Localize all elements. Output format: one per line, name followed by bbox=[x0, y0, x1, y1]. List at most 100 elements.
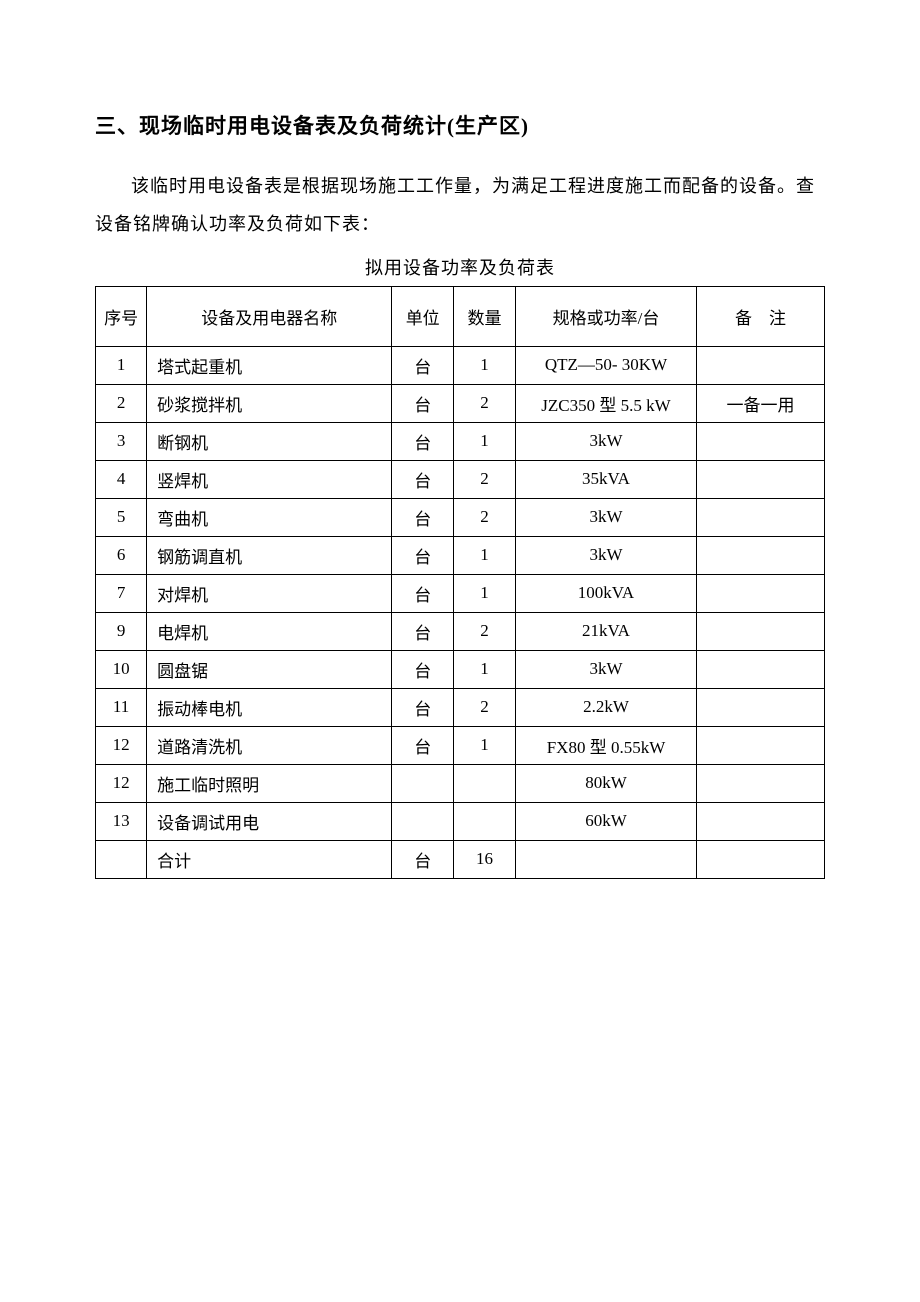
cell-note bbox=[697, 498, 825, 536]
table-body: 1 塔式起重机 台 1 QTZ—50- 30KW 2 砂浆搅拌机 台 2 JZC… bbox=[96, 346, 825, 878]
table-row-total: 合计 台 16 bbox=[96, 840, 825, 878]
cell-seq: 6 bbox=[96, 536, 147, 574]
table-row: 3 断钢机 台 1 3kW bbox=[96, 422, 825, 460]
cell-note bbox=[697, 650, 825, 688]
cell-spec: 60kW bbox=[515, 802, 696, 840]
cell-name: 弯曲机 bbox=[147, 498, 392, 536]
cell-note bbox=[697, 460, 825, 498]
cell-seq: 2 bbox=[96, 384, 147, 422]
cell-name: 圆盘锯 bbox=[147, 650, 392, 688]
cell-unit: 台 bbox=[392, 498, 454, 536]
table-row: 6 钢筋调直机 台 1 3kW bbox=[96, 536, 825, 574]
cell-qty: 1 bbox=[454, 346, 516, 384]
col-header-seq: 序号 bbox=[96, 286, 147, 346]
cell-qty bbox=[454, 802, 516, 840]
cell-spec bbox=[515, 840, 696, 878]
table-row: 2 砂浆搅拌机 台 2 JZC350 型 5.5 kW 一备一用 bbox=[96, 384, 825, 422]
cell-note bbox=[697, 612, 825, 650]
cell-seq: 13 bbox=[96, 802, 147, 840]
cell-note bbox=[697, 422, 825, 460]
cell-seq bbox=[96, 840, 147, 878]
cell-qty: 2 bbox=[454, 498, 516, 536]
cell-note bbox=[697, 574, 825, 612]
table-row: 4 竖焊机 台 2 35kVA bbox=[96, 460, 825, 498]
cell-spec: 3kW bbox=[515, 498, 696, 536]
cell-seq: 12 bbox=[96, 764, 147, 802]
cell-name: 设备调试用电 bbox=[147, 802, 392, 840]
cell-note: 一备一用 bbox=[697, 384, 825, 422]
cell-name: 振动棒电机 bbox=[147, 688, 392, 726]
table-row: 12 道路清洗机 台 1 FX80 型 0.55kW bbox=[96, 726, 825, 764]
table-row: 12 施工临时照明 80kW bbox=[96, 764, 825, 802]
cell-qty: 2 bbox=[454, 384, 516, 422]
cell-spec: 80kW bbox=[515, 764, 696, 802]
cell-name: 合计 bbox=[147, 840, 392, 878]
col-header-unit: 单位 bbox=[392, 286, 454, 346]
col-header-note: 备 注 bbox=[697, 286, 825, 346]
cell-unit: 台 bbox=[392, 574, 454, 612]
cell-name: 电焊机 bbox=[147, 612, 392, 650]
cell-note bbox=[697, 346, 825, 384]
cell-unit: 台 bbox=[392, 688, 454, 726]
cell-spec: 2.2kW bbox=[515, 688, 696, 726]
cell-spec: 35kVA bbox=[515, 460, 696, 498]
equipment-load-table: 序号 设备及用电器名称 单位 数量 规格或功率/台 备 注 1 塔式起重机 台 … bbox=[95, 286, 825, 879]
cell-unit: 台 bbox=[392, 460, 454, 498]
cell-qty: 2 bbox=[454, 688, 516, 726]
table-row: 7 对焊机 台 1 100kVA bbox=[96, 574, 825, 612]
cell-spec: 3kW bbox=[515, 422, 696, 460]
table-row: 9 电焊机 台 2 21kVA bbox=[96, 612, 825, 650]
cell-note bbox=[697, 840, 825, 878]
cell-name: 钢筋调直机 bbox=[147, 536, 392, 574]
cell-name: 塔式起重机 bbox=[147, 346, 392, 384]
table-row: 1 塔式起重机 台 1 QTZ—50- 30KW bbox=[96, 346, 825, 384]
col-header-name: 设备及用电器名称 bbox=[147, 286, 392, 346]
cell-name: 断钢机 bbox=[147, 422, 392, 460]
col-header-spec: 规格或功率/台 bbox=[515, 286, 696, 346]
cell-unit: 台 bbox=[392, 422, 454, 460]
cell-qty: 1 bbox=[454, 650, 516, 688]
cell-note bbox=[697, 726, 825, 764]
cell-seq: 10 bbox=[96, 650, 147, 688]
cell-seq: 4 bbox=[96, 460, 147, 498]
cell-unit: 台 bbox=[392, 384, 454, 422]
cell-spec: JZC350 型 5.5 kW bbox=[515, 384, 696, 422]
section-heading: 三、现场临时用电设备表及负荷统计(生产区) bbox=[95, 110, 825, 140]
cell-qty: 16 bbox=[454, 840, 516, 878]
cell-unit: 台 bbox=[392, 840, 454, 878]
cell-name: 竖焊机 bbox=[147, 460, 392, 498]
table-row: 5 弯曲机 台 2 3kW bbox=[96, 498, 825, 536]
table-row: 10 圆盘锯 台 1 3kW bbox=[96, 650, 825, 688]
cell-spec: QTZ—50- 30KW bbox=[515, 346, 696, 384]
cell-qty bbox=[454, 764, 516, 802]
cell-note bbox=[697, 688, 825, 726]
cell-unit: 台 bbox=[392, 650, 454, 688]
cell-seq: 11 bbox=[96, 688, 147, 726]
cell-qty: 1 bbox=[454, 536, 516, 574]
cell-seq: 5 bbox=[96, 498, 147, 536]
cell-seq: 1 bbox=[96, 346, 147, 384]
intro-paragraph: 该临时用电设备表是根据现场施工工作量，为满足工程进度施工而配备的设备。查设备铭牌… bbox=[95, 168, 825, 244]
cell-qty: 1 bbox=[454, 574, 516, 612]
cell-qty: 1 bbox=[454, 726, 516, 764]
table-header-row: 序号 设备及用电器名称 单位 数量 规格或功率/台 备 注 bbox=[96, 286, 825, 346]
cell-qty: 1 bbox=[454, 422, 516, 460]
cell-note bbox=[697, 536, 825, 574]
cell-spec: 3kW bbox=[515, 536, 696, 574]
cell-unit bbox=[392, 802, 454, 840]
cell-note bbox=[697, 764, 825, 802]
cell-spec: 3kW bbox=[515, 650, 696, 688]
cell-seq: 9 bbox=[96, 612, 147, 650]
cell-spec: FX80 型 0.55kW bbox=[515, 726, 696, 764]
cell-name: 对焊机 bbox=[147, 574, 392, 612]
col-header-qty: 数量 bbox=[454, 286, 516, 346]
cell-name: 道路清洗机 bbox=[147, 726, 392, 764]
table-caption: 拟用设备功率及负荷表 bbox=[95, 254, 825, 280]
cell-qty: 2 bbox=[454, 460, 516, 498]
cell-unit: 台 bbox=[392, 536, 454, 574]
cell-seq: 3 bbox=[96, 422, 147, 460]
cell-unit: 台 bbox=[392, 726, 454, 764]
cell-unit: 台 bbox=[392, 612, 454, 650]
cell-seq: 12 bbox=[96, 726, 147, 764]
table-row: 13 设备调试用电 60kW bbox=[96, 802, 825, 840]
